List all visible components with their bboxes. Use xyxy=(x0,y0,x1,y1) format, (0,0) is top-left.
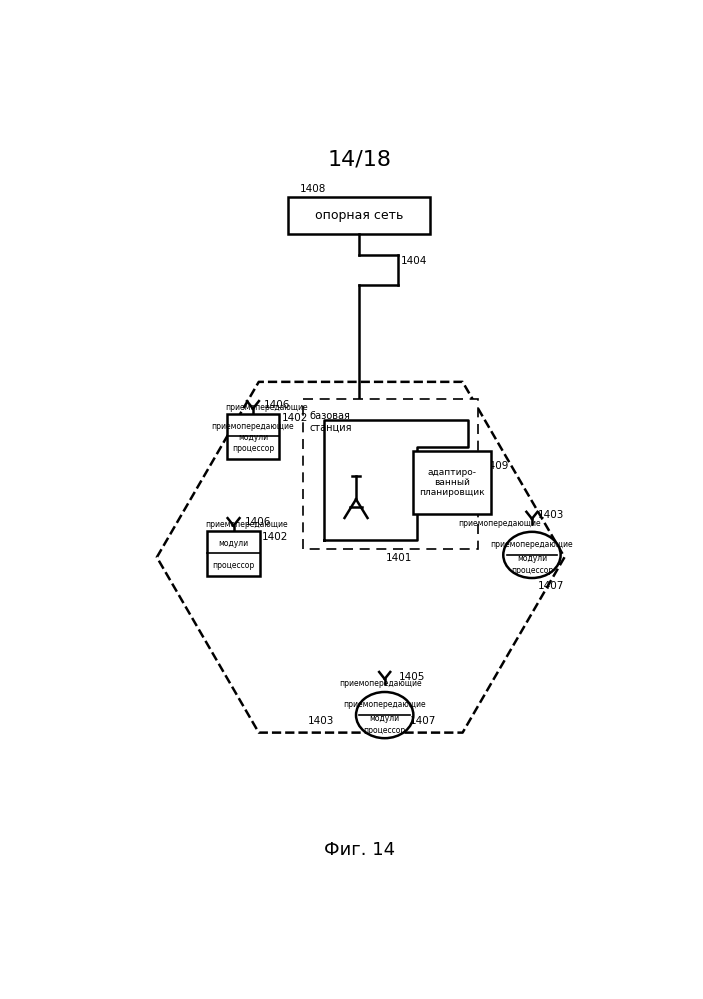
Text: приемопередающие: приемопередающие xyxy=(212,422,295,431)
Bar xyxy=(303,399,479,548)
Text: 1404: 1404 xyxy=(401,256,427,266)
Text: процессор: процессор xyxy=(511,565,553,574)
Text: процессор: процессор xyxy=(232,445,274,454)
Text: Фиг. 14: Фиг. 14 xyxy=(324,841,396,859)
Ellipse shape xyxy=(356,692,413,738)
Text: модули: модули xyxy=(517,554,547,563)
Text: 1405: 1405 xyxy=(399,671,425,681)
Text: 1406: 1406 xyxy=(264,400,290,410)
Text: 1407: 1407 xyxy=(538,580,565,590)
Bar xyxy=(207,531,260,575)
Text: базовая
станция: базовая станция xyxy=(309,411,352,433)
Text: 1402: 1402 xyxy=(262,532,289,542)
Text: приемопередающие: приемопередающие xyxy=(343,700,426,709)
Text: 1408: 1408 xyxy=(299,184,325,194)
Text: процессор: процессор xyxy=(363,726,406,735)
Text: 1409: 1409 xyxy=(482,461,509,471)
Bar xyxy=(226,414,279,459)
Ellipse shape xyxy=(503,531,560,578)
Text: модули: модули xyxy=(219,538,249,547)
Text: приемопередающие: приемопередающие xyxy=(206,519,288,528)
Text: приемопередающие: приемопередающие xyxy=(458,518,541,528)
Text: опорная сеть: опорная сеть xyxy=(315,209,404,222)
Text: приемопередающие: приемопередающие xyxy=(491,540,573,549)
Bar xyxy=(413,451,491,514)
Text: модули: модули xyxy=(238,434,268,443)
Text: 1406: 1406 xyxy=(245,516,271,526)
Text: 1402: 1402 xyxy=(282,413,308,423)
Text: приемопередающие: приемопередающие xyxy=(225,403,308,412)
Text: 1403: 1403 xyxy=(538,509,565,519)
Text: процессор: процессор xyxy=(212,561,254,570)
Text: 1407: 1407 xyxy=(410,716,436,726)
Text: адаптиро-
ванный
планировщик: адаптиро- ванный планировщик xyxy=(419,468,485,498)
Text: модули: модули xyxy=(370,714,400,723)
Text: 1401: 1401 xyxy=(385,553,412,563)
Text: приемопередающие: приемопередающие xyxy=(340,679,422,688)
Text: 14/18: 14/18 xyxy=(328,150,392,170)
Text: 1403: 1403 xyxy=(308,716,335,726)
Bar xyxy=(288,197,430,234)
